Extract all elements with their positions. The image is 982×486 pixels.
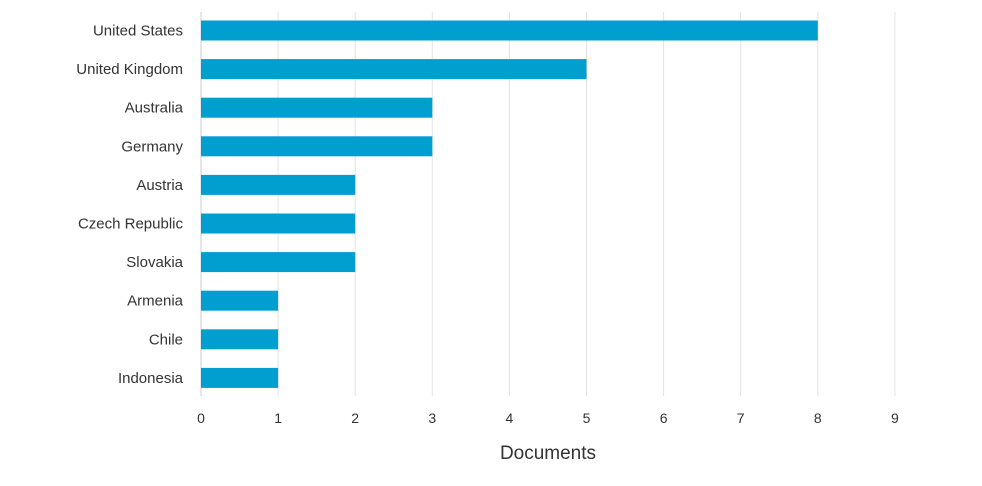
bars	[201, 20, 818, 388]
x-axis-title: Documents	[500, 443, 596, 464]
category-labels: United States United Kingdom Australia Germ…	[76, 23, 183, 387]
x-tick-label: 7	[737, 410, 745, 426]
category-label: United Kingdom	[76, 61, 183, 78]
category-label: Germany	[121, 138, 183, 155]
bar-germany	[201, 136, 433, 157]
category-label: Australia	[125, 100, 184, 117]
bar-united-states	[201, 20, 818, 41]
x-tick-label: 0	[197, 410, 205, 426]
x-tick-label: 4	[506, 410, 514, 426]
x-tick-label: 5	[583, 410, 591, 426]
bar-united-kingdom	[201, 59, 587, 80]
bar-armenia	[201, 290, 279, 311]
category-label: Indonesia	[118, 370, 184, 387]
x-tick-label: 9	[891, 410, 899, 426]
x-tick-label: 6	[660, 410, 668, 426]
bar-czech-republic	[201, 213, 356, 234]
category-label: Slovakia	[126, 254, 183, 271]
bar-austria	[201, 174, 356, 195]
x-tick-label: 8	[814, 410, 822, 426]
category-label: Armenia	[127, 293, 184, 310]
category-label: Czech Republic	[78, 216, 184, 233]
x-tick-label: 3	[428, 410, 436, 426]
bar-australia	[201, 97, 433, 118]
bar-indonesia	[201, 367, 279, 388]
x-tick-label: 2	[351, 410, 359, 426]
category-label: United States	[93, 23, 183, 40]
bar-chile	[201, 329, 279, 350]
x-tick-label: 1	[274, 410, 282, 426]
bar-slovakia	[201, 252, 356, 273]
category-label: Chile	[149, 331, 183, 348]
x-tick-labels: 0 1 2 3 4 5 6 7 8 9	[197, 410, 899, 426]
category-label: Austria	[136, 177, 183, 194]
